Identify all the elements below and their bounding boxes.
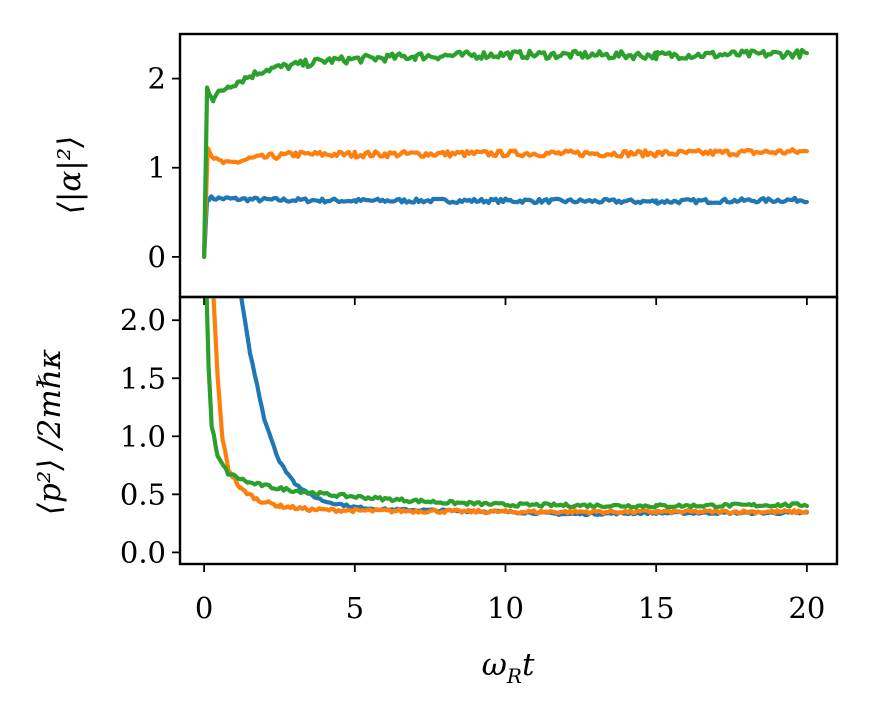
x-tick-label: 10 (487, 591, 524, 625)
top-series-green (202, 47, 810, 259)
x-tick-label: 0 (195, 591, 213, 625)
top-panel-frame (178, 32, 839, 299)
top-series-blue (202, 194, 810, 259)
top-ytick-label: 1 (148, 151, 166, 185)
top-panel: 0 1 2 (148, 32, 839, 305)
bottom-series-orange (211, 297, 810, 516)
bottom-ytick-label: 1.0 (120, 419, 166, 453)
bottom-panel-frame (178, 295, 839, 566)
x-tick-label: 5 (346, 591, 364, 625)
bottom-ytick-label: 0.0 (120, 535, 166, 569)
bottom-series-green (204, 297, 810, 510)
x-axis-label: ωRt (482, 647, 535, 688)
bottom-panel: 0.0 0.5 1.0 1.5 2.0 (120, 295, 839, 569)
bottom-ytick-label: 0.5 (120, 477, 166, 511)
x-tick-label: 20 (788, 591, 825, 625)
bottom-series-blue (239, 297, 810, 518)
x-axis-ticks: 0 5 10 15 20 (195, 564, 825, 625)
top-y-axis-label: ⟨|α|²⟩ (52, 136, 88, 214)
bottom-ytick-label: 1.5 (120, 361, 166, 395)
bottom-ytick-label: 2.0 (120, 303, 166, 337)
x-tick-label: 15 (638, 591, 675, 625)
top-series-orange (202, 146, 810, 259)
top-ytick-label: 2 (148, 62, 166, 96)
bottom-y-axis-label: ⟨p²⟩ /2mℏκ (32, 349, 68, 515)
top-ytick-label: 0 (148, 240, 166, 274)
